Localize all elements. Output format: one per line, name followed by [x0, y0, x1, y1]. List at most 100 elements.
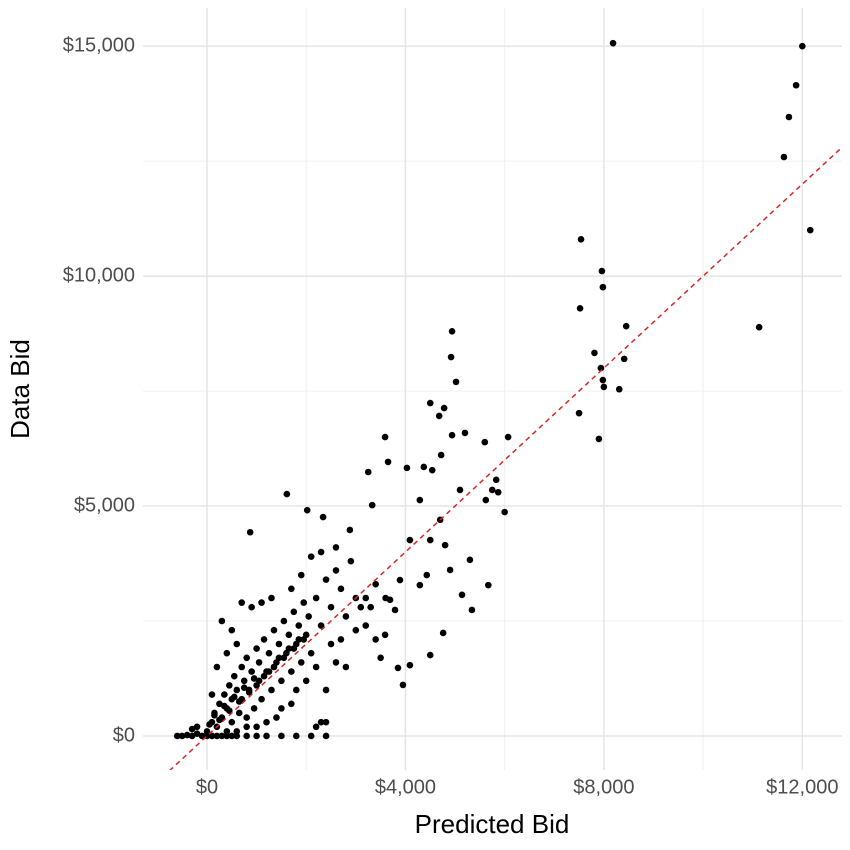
point [243, 654, 250, 662]
point [206, 721, 213, 728]
point [615, 385, 623, 393]
point [307, 553, 315, 560]
point [599, 283, 607, 291]
point [292, 686, 300, 694]
point [317, 548, 325, 556]
point [226, 682, 233, 689]
point [484, 581, 492, 589]
point [188, 732, 196, 740]
point [423, 571, 431, 579]
point [322, 718, 330, 726]
point [275, 654, 283, 662]
y-axis-title: Data Bid [5, 339, 35, 439]
point [426, 399, 434, 407]
point [193, 723, 201, 731]
point [461, 429, 469, 437]
point [230, 693, 238, 701]
point [322, 686, 330, 694]
point [799, 42, 806, 50]
point [452, 378, 460, 386]
point [233, 728, 241, 735]
point [280, 654, 288, 662]
point [198, 732, 206, 740]
point [598, 267, 606, 275]
point [300, 636, 308, 643]
point [255, 677, 263, 685]
point [577, 236, 585, 243]
point [332, 567, 340, 574]
point [591, 349, 598, 357]
point [240, 677, 248, 685]
point [600, 383, 608, 391]
point [226, 707, 233, 714]
x-tick-label: $12,000 [766, 776, 838, 798]
point [255, 659, 263, 666]
point [233, 732, 241, 740]
point [367, 603, 375, 611]
point [494, 488, 502, 496]
point [183, 731, 191, 739]
point [292, 732, 300, 740]
point [372, 636, 379, 643]
point [290, 645, 298, 652]
point [394, 664, 402, 672]
point [248, 668, 255, 675]
point [377, 654, 384, 662]
point [368, 501, 376, 509]
point [317, 718, 325, 726]
point [297, 571, 305, 579]
point [327, 603, 335, 611]
point [265, 668, 273, 675]
point [238, 663, 246, 671]
point [780, 153, 788, 161]
point [426, 651, 434, 659]
point [312, 723, 320, 731]
point [439, 629, 447, 637]
point [337, 636, 345, 643]
point [381, 433, 389, 441]
point [221, 691, 228, 698]
point [346, 526, 354, 534]
point [416, 581, 424, 589]
point [268, 686, 275, 694]
point [295, 622, 303, 629]
x-tick-label: $4,000 [375, 776, 436, 798]
point [307, 649, 315, 657]
point [399, 681, 407, 689]
point [268, 594, 275, 602]
point [250, 675, 258, 682]
point [576, 304, 584, 312]
point [785, 113, 793, 121]
point [337, 585, 345, 593]
point [208, 691, 216, 698]
point [218, 617, 226, 625]
point [228, 718, 236, 726]
point [223, 728, 231, 735]
point [347, 557, 355, 565]
point [245, 688, 253, 696]
point [233, 640, 241, 648]
point [260, 672, 268, 680]
point [253, 723, 260, 731]
point [342, 663, 350, 671]
point [501, 508, 508, 516]
point [456, 486, 464, 494]
point [221, 702, 228, 710]
point [253, 645, 260, 652]
point [482, 496, 490, 504]
point [391, 606, 399, 614]
point [297, 659, 305, 666]
point [620, 355, 628, 363]
point [317, 622, 325, 629]
point [403, 464, 411, 472]
x-tick-label: $8,000 [573, 776, 634, 798]
point [211, 711, 218, 719]
point [243, 714, 250, 721]
point [290, 608, 298, 616]
point [792, 81, 800, 89]
point [372, 580, 379, 588]
point [260, 636, 268, 643]
point [332, 544, 340, 551]
point [599, 376, 607, 384]
point [597, 364, 605, 372]
